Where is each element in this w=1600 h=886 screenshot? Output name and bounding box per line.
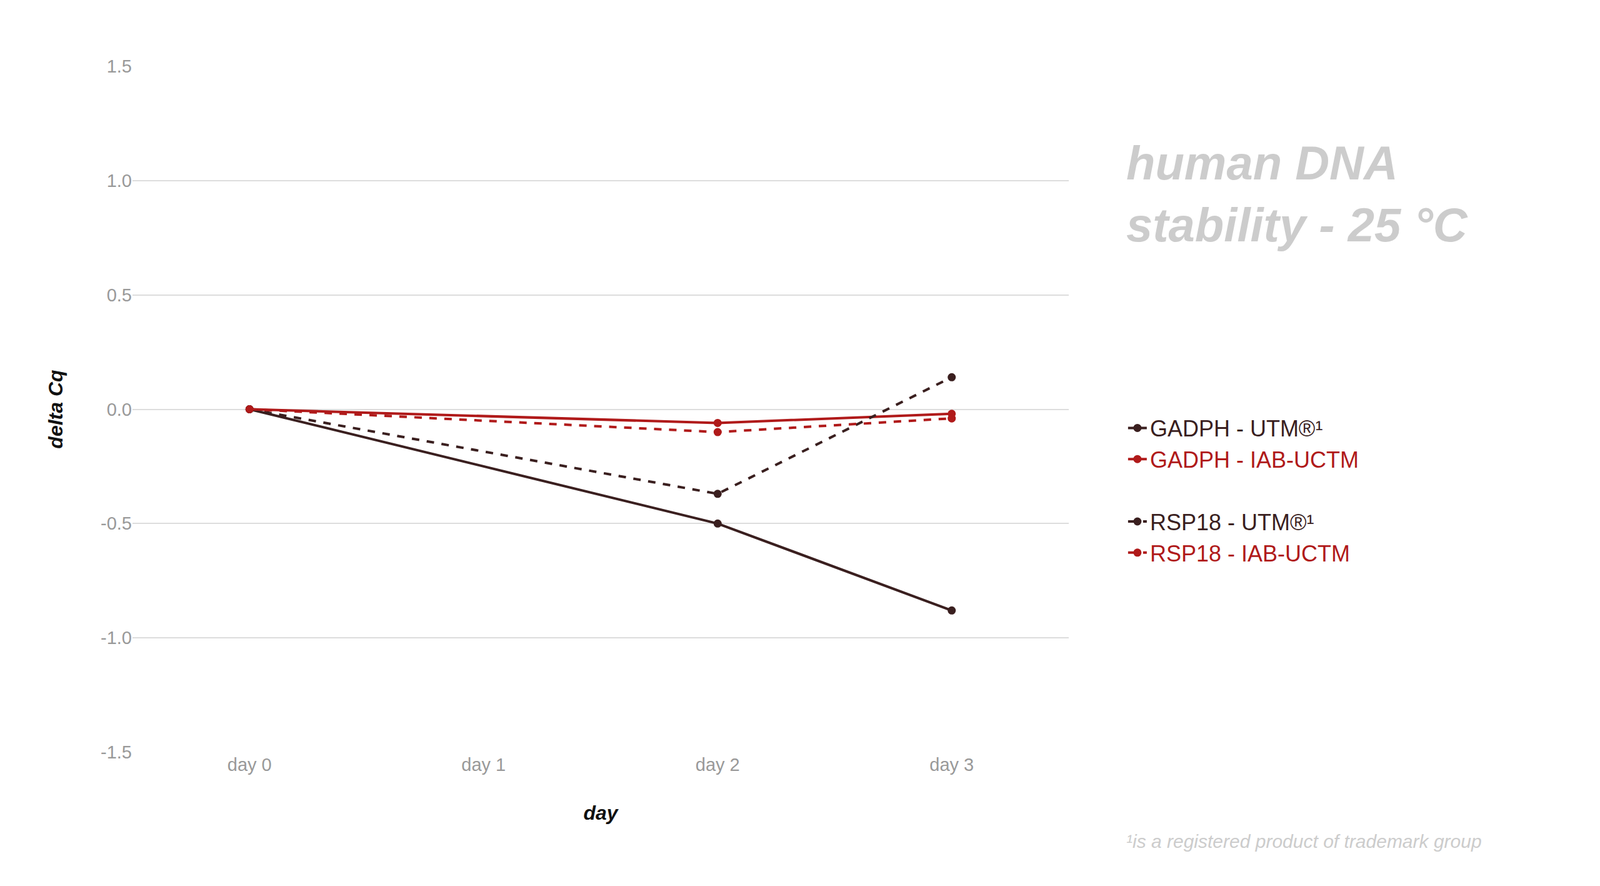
svg-text:day 2: day 2 xyxy=(695,754,740,775)
svg-text:-1.5: -1.5 xyxy=(100,741,132,762)
svg-text:GADPH - UTM®¹: GADPH - UTM®¹ xyxy=(1150,415,1324,442)
svg-text:day 3: day 3 xyxy=(929,754,974,775)
svg-text:1.0: 1.0 xyxy=(106,170,132,191)
svg-text:RSP18 - IAB-UCTM: RSP18 - IAB-UCTM xyxy=(1150,540,1350,567)
svg-text:day: day xyxy=(583,801,619,824)
svg-text:-0.5: -0.5 xyxy=(100,513,132,534)
svg-text:0.0: 0.0 xyxy=(106,399,132,420)
svg-text:RSP18 - UTM®¹: RSP18 - UTM®¹ xyxy=(1150,509,1315,535)
svg-text:1.5: 1.5 xyxy=(106,56,132,77)
svg-text:¹is a registered product of tr: ¹is a registered product of trademark gr… xyxy=(1126,830,1482,852)
svg-text:-1.0: -1.0 xyxy=(100,627,132,648)
svg-text:day 0: day 0 xyxy=(227,754,272,775)
svg-text:delta Cq: delta Cq xyxy=(44,369,67,449)
svg-text:human DNAstability - 25 °C: human DNAstability - 25 °C xyxy=(1126,136,1469,252)
svg-text:day 1: day 1 xyxy=(461,754,506,775)
svg-text:0.5: 0.5 xyxy=(106,285,132,305)
svg-text:GADPH - IAB-UCTM: GADPH - IAB-UCTM xyxy=(1150,446,1359,473)
